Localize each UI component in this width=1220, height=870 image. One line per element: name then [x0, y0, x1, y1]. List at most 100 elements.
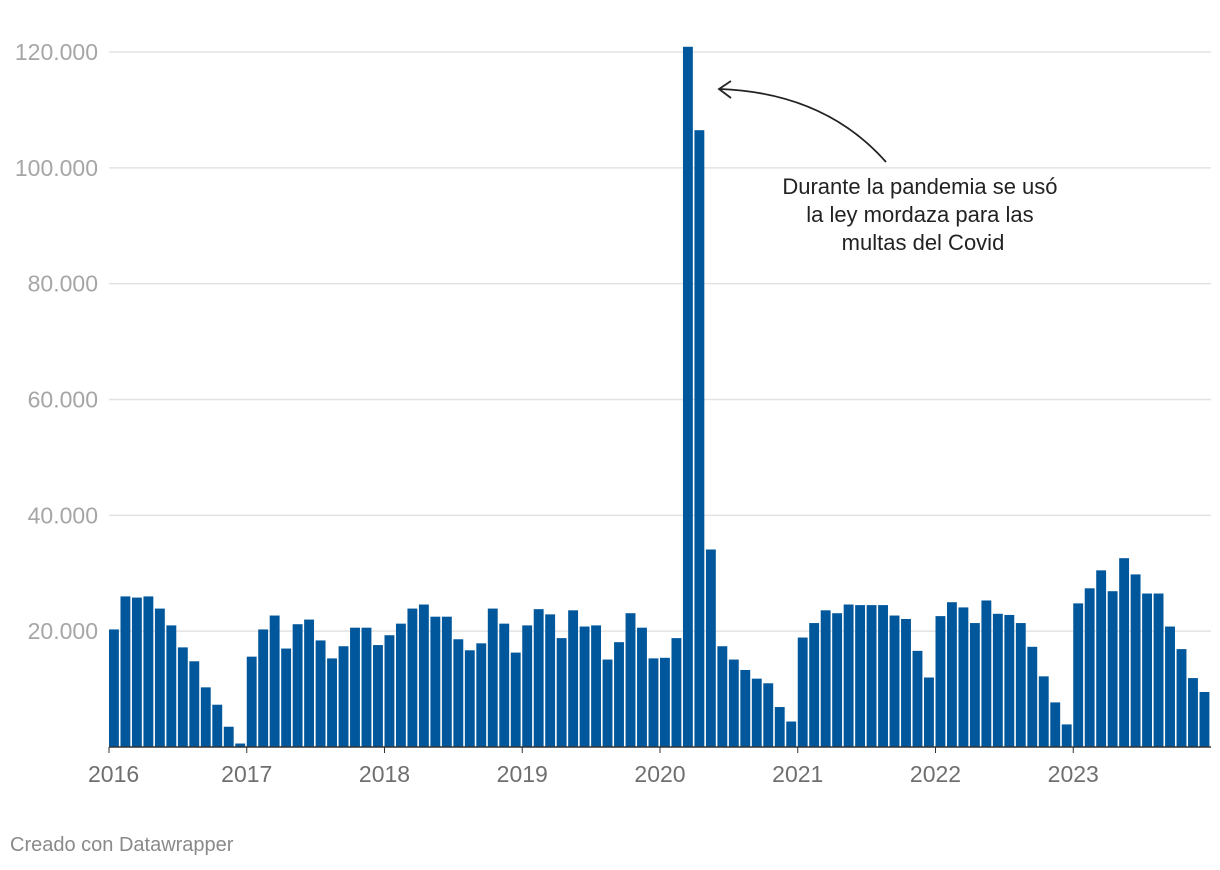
bar [602, 659, 613, 747]
bar [327, 658, 337, 747]
bar [786, 721, 797, 747]
bar [1027, 646, 1038, 747]
bar [373, 645, 383, 747]
bar [407, 608, 418, 747]
bar [958, 607, 969, 747]
bar [430, 616, 441, 747]
bar [1119, 558, 1130, 747]
bar [131, 597, 142, 747]
bar [200, 687, 211, 747]
bar [637, 627, 647, 747]
y-tick-label: 20.000 [28, 618, 98, 644]
x-tick-label: 2022 [910, 761, 961, 787]
y-tick-label: 80.000 [28, 271, 98, 297]
bar [855, 605, 866, 747]
bar [728, 659, 739, 747]
bar [878, 605, 888, 747]
bar [545, 614, 556, 747]
bar [154, 608, 165, 747]
gridlines [109, 51, 1211, 632]
annotation-line: la ley mordaza para las [806, 202, 1033, 227]
bar [1050, 702, 1061, 747]
x-tick-label: 2020 [634, 761, 685, 787]
annotation-line: Durante la pandemia se usó [782, 174, 1057, 199]
bar [269, 615, 280, 747]
bars [109, 46, 1210, 748]
bar [614, 642, 624, 747]
bar [1176, 649, 1187, 747]
bar [395, 623, 406, 747]
bar [866, 605, 877, 747]
bar [1061, 724, 1072, 747]
bar [476, 643, 487, 747]
y-tick-label: 100.000 [15, 155, 98, 181]
bar [763, 683, 774, 747]
x-tick-label: 2019 [497, 761, 548, 787]
bar [487, 608, 498, 747]
bar [648, 658, 659, 747]
bar [292, 624, 303, 747]
bar [361, 627, 372, 747]
bar [901, 619, 911, 747]
x-tick-label: 2016 [88, 761, 139, 787]
credit-text: Creado con Datawrapper [10, 834, 234, 856]
bar [705, 549, 716, 747]
x-tick-label: 2023 [1048, 761, 1099, 787]
bar [166, 625, 177, 748]
annotation-line: multas del Covid [842, 230, 1005, 255]
bar [717, 646, 728, 747]
y-tick-label: 60.000 [28, 387, 98, 413]
bar [740, 669, 751, 747]
annotation-arrow [719, 88, 887, 163]
bar [809, 623, 820, 747]
bar [797, 637, 808, 747]
bar [143, 596, 154, 747]
bar [441, 616, 452, 747]
x-tick-label: 2021 [772, 761, 823, 787]
annotation: Durante la pandemia se usó la ley mordaz… [717, 80, 1058, 255]
bar [384, 635, 395, 747]
y-tick-label: 40.000 [28, 502, 98, 528]
bar [499, 623, 510, 747]
bar [751, 678, 762, 747]
x-tick-label: 2017 [221, 761, 272, 787]
bar [304, 619, 315, 747]
bar [820, 610, 831, 747]
bar [946, 602, 957, 747]
x-tick-label: 2018 [359, 761, 410, 787]
x-axis-ticks: 2016 2017 2018 2019 2020 2021 2022 2023 [88, 747, 1099, 787]
bar [924, 677, 934, 747]
bar [177, 647, 188, 747]
bar [453, 639, 464, 747]
bar [694, 130, 705, 747]
bar [969, 623, 980, 747]
bar [568, 610, 579, 747]
bar [832, 613, 843, 747]
y-axis-ticks: 20.000 40.000 60.000 80.000 100.000 120.000 [15, 39, 98, 644]
bar [1096, 570, 1107, 747]
bar [671, 638, 682, 747]
bar [109, 629, 119, 747]
bar [418, 604, 429, 747]
bar [522, 625, 533, 748]
bar [556, 638, 567, 747]
bar [660, 657, 670, 747]
bar [1015, 623, 1026, 747]
y-tick-label: 120.000 [15, 39, 98, 65]
bar [281, 648, 292, 747]
bar [579, 626, 590, 747]
bar [189, 661, 200, 747]
annotation-arrowhead [717, 80, 732, 99]
bar [1142, 593, 1153, 747]
bar [315, 640, 326, 747]
bar [533, 609, 544, 747]
bar [258, 629, 269, 747]
bar [464, 650, 475, 747]
bar [774, 707, 785, 747]
bar [1107, 591, 1118, 747]
bar [246, 656, 257, 747]
bar [981, 600, 992, 747]
bar [1153, 593, 1164, 747]
bar [223, 726, 234, 747]
